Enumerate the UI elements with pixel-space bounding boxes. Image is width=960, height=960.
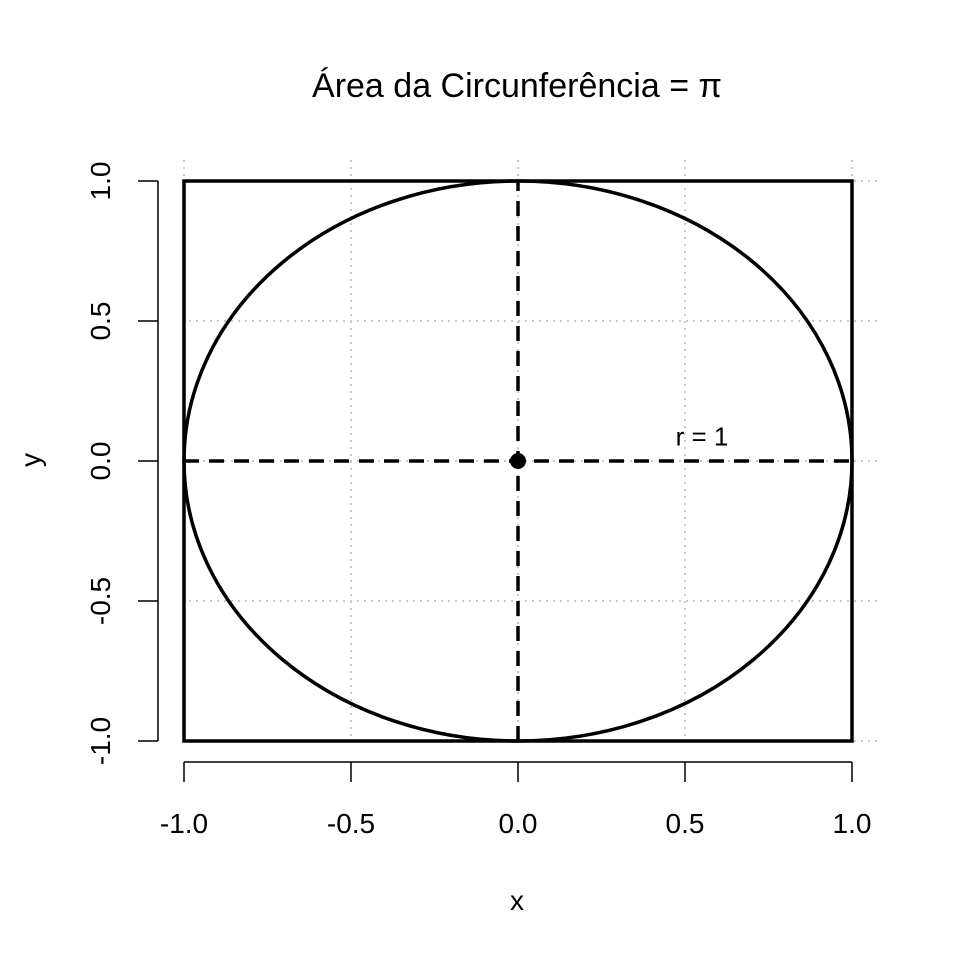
x-axis: -1.0 -0.5 0.0 0.5 1.0 xyxy=(160,761,872,839)
chart-title: Área da Circunferência = π xyxy=(312,67,722,105)
y-tick-label-1: -0.5 xyxy=(85,577,116,625)
y-tick-label-3: 0.5 xyxy=(85,302,116,341)
y-tick-label-4: 1.0 xyxy=(85,162,116,201)
radius-annotation: r = 1 xyxy=(676,421,729,451)
x-tick-label-3: 0.5 xyxy=(666,808,705,839)
x-tick-label-4: 1.0 xyxy=(833,808,872,839)
x-axis-label: x xyxy=(510,885,524,916)
plot-shapes xyxy=(182,179,854,743)
y-axis: -1.0 -0.5 0.0 0.5 1.0 xyxy=(85,162,159,765)
y-tick-label-0: -1.0 xyxy=(85,717,116,765)
center-point xyxy=(510,453,526,469)
y-tick-label-2: 0.0 xyxy=(85,442,116,481)
x-tick-label-0: -1.0 xyxy=(160,808,208,839)
y-axis-label: y xyxy=(15,453,46,467)
x-tick-label-1: -0.5 xyxy=(327,808,375,839)
x-tick-label-2: 0.0 xyxy=(499,808,538,839)
